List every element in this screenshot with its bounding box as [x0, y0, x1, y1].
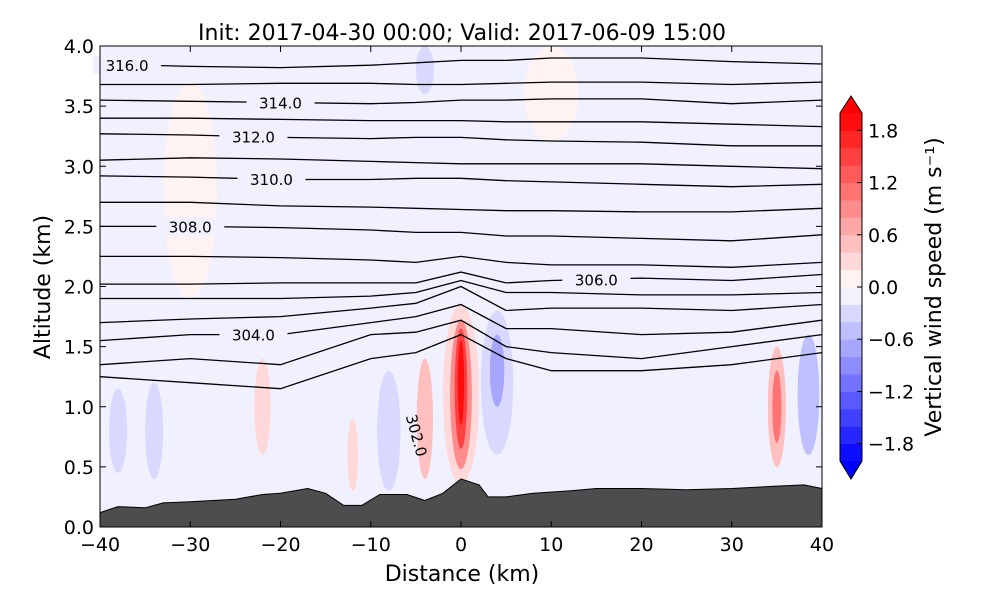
vertical-wind-patch: [163, 82, 218, 299]
vertical-wind-patch: [797, 334, 820, 455]
x-tick-label: 10: [539, 534, 563, 556]
y-tick-label: 4.0: [64, 36, 94, 58]
colorbar: 1.8 1.2 0.6 0.0 −0.6 −1.2 −1.8: [839, 95, 914, 480]
isentrope-line: [100, 117, 822, 128]
y-tick-label: 3.5: [64, 96, 94, 118]
colorbar-tick-label: 1.8: [868, 120, 898, 142]
colorbar-outline: [839, 95, 863, 480]
colorbar-extend-min: [840, 461, 862, 479]
y-tick-label: 2.5: [64, 216, 94, 238]
colorbar-bin: [840, 321, 862, 340]
colorbar-bin: [840, 182, 862, 201]
isentrope-line: [100, 57, 822, 69]
y-tick-label: 3.0: [64, 156, 94, 178]
isentrope-label: 306.0: [575, 271, 618, 289]
isentrope-label: 310.0: [250, 171, 293, 189]
colorbar-bin: [840, 339, 862, 358]
isentrope-label: 312.0: [232, 129, 275, 147]
colorbar-bin: [840, 165, 862, 184]
colorbar-bin: [840, 391, 862, 410]
isentrope-line: [100, 333, 822, 390]
isentrope-line: [100, 157, 822, 170]
colorbar-bin: [840, 304, 862, 323]
x-tick-label: 40: [810, 534, 834, 556]
isentrope-label-bg: [219, 325, 288, 344]
colorbar-tick-label: −1.2: [868, 381, 914, 403]
vertical-wind-patch: [524, 46, 579, 143]
colorbar-bin: [840, 374, 862, 392]
x-tick-label: 20: [629, 534, 653, 556]
isentrope-label: 316.0: [106, 57, 149, 75]
colorbar-bin: [840, 426, 862, 445]
colorbar-tick-label: −1.8: [868, 434, 914, 456]
isentrope-label: 308.0: [169, 218, 212, 236]
colorbar-bin: [840, 356, 862, 375]
y-axis-label: Altitude (km): [31, 215, 56, 359]
isentrope-line: [100, 81, 822, 86]
isentrope-line: [100, 279, 822, 300]
vertical-wind-patch: [145, 382, 164, 479]
isentrope-label-bg: [156, 217, 225, 236]
vertical-wind-patch: [347, 418, 359, 491]
vertical-wind-patch: [254, 358, 271, 455]
isentrope-label-bg: [93, 55, 162, 74]
isentrope-label-bg: [219, 127, 288, 146]
isentrope-label-bg: [237, 170, 306, 189]
colorbar-bin: [840, 408, 862, 427]
colorbar-bin: [840, 113, 862, 131]
colorbar-bin: [840, 200, 862, 218]
colorbar-bin: [840, 252, 862, 271]
x-tick-label: −10: [351, 534, 391, 556]
colorbar-bin: [840, 234, 862, 253]
y-tick-label: 0.0: [64, 517, 94, 539]
colorbar-tick-label: 1.2: [868, 173, 898, 195]
y-tick-label: 2.0: [64, 277, 94, 299]
x-tick-label: 0: [455, 534, 467, 556]
colorbar-bin: [840, 217, 862, 236]
isentrope-line: [100, 319, 822, 366]
x-tick-label: −30: [170, 534, 210, 556]
vertical-wind-patch: [415, 46, 434, 95]
vertical-wind-patch: [489, 334, 505, 407]
colorbar-label: Vertical wind speed (m s⁻¹): [922, 137, 947, 436]
isentrope-line: [100, 255, 822, 268]
y-tick-label: 0.5: [64, 457, 94, 479]
isentrope-line: [100, 285, 822, 324]
colorbar-bin: [840, 443, 862, 462]
colorbar-bin: [840, 130, 862, 149]
colorbar-bin: [840, 147, 862, 166]
colorbar-tick-label: −0.6: [868, 329, 914, 351]
x-tick-label: −20: [260, 534, 300, 556]
vertical-wind-patch: [457, 340, 465, 425]
terrain: [100, 478, 822, 527]
isentrope-line: [100, 271, 822, 285]
colorbar-tick-label: 0.0: [868, 277, 898, 299]
colorbar-bin: [840, 269, 862, 288]
x-tick-label: −40: [80, 534, 120, 556]
vertical-wind-patch: [377, 370, 401, 491]
vertical-wind-patch: [772, 370, 782, 443]
isentrope-line: [100, 225, 822, 242]
chart-title: Init: 2017-04-30 00:00; Valid: 2017-06-0…: [198, 21, 726, 46]
plot-area: [100, 46, 822, 527]
vertical-wind-patch: [416, 358, 434, 479]
isentrope-label-bg: [246, 93, 315, 112]
vertical-wind-patch: [109, 388, 128, 473]
colorbar-bin: [840, 287, 862, 305]
x-tick-label: 30: [720, 534, 744, 556]
x-axis-label: Distance (km): [385, 562, 540, 587]
y-tick-label: 1.0: [64, 397, 94, 419]
colorbar-tick-label: 0.6: [868, 225, 898, 247]
isentrope-line: [100, 201, 822, 213]
isentrope-label: 314.0: [259, 95, 302, 113]
isentrope-label-bg: [562, 270, 631, 289]
isentrope-label: 304.0: [232, 327, 275, 345]
colorbar-extend-max: [840, 96, 862, 113]
y-tick-label: 1.5: [64, 337, 94, 359]
